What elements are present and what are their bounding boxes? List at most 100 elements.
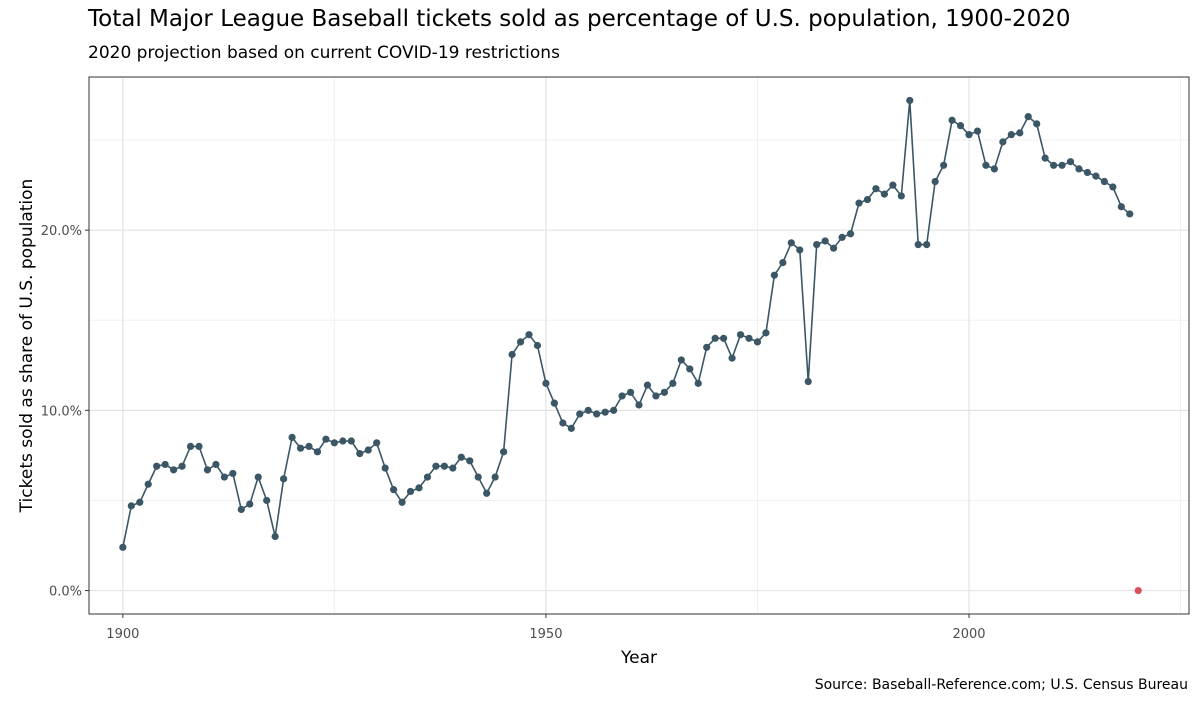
data-point — [500, 448, 508, 456]
data-point — [415, 484, 423, 492]
data-point — [897, 192, 905, 200]
data-point — [161, 460, 169, 469]
data-point — [347, 437, 355, 445]
data-point — [914, 240, 922, 249]
data-point — [982, 161, 990, 169]
data-point — [576, 410, 584, 418]
x-tick-label: 2000 — [952, 627, 985, 642]
data-point — [212, 460, 220, 469]
data-point — [381, 464, 389, 472]
data-point — [601, 408, 609, 416]
data-point — [246, 500, 254, 508]
data-point — [1024, 113, 1032, 121]
data-point — [313, 448, 322, 456]
data-point — [254, 473, 262, 481]
data-point — [432, 462, 440, 470]
data-point — [872, 185, 880, 193]
y-axis-title: Tickets sold as share of U.S. population — [17, 179, 37, 514]
data-point — [398, 498, 406, 506]
chart-title: Total Major League Baseball tickets sold… — [88, 6, 1071, 32]
data-point — [339, 437, 347, 445]
data-point — [356, 450, 364, 458]
data-point — [931, 177, 939, 186]
data-point — [322, 435, 330, 443]
x-axis-title: Year — [620, 648, 657, 668]
data-point — [195, 442, 203, 451]
data-point — [821, 237, 829, 245]
data-point — [263, 496, 271, 505]
data-point — [127, 502, 135, 510]
chart-subtitle: 2020 projection based on current COVID-1… — [88, 43, 560, 63]
data-point — [1041, 154, 1049, 162]
data-point — [753, 338, 762, 346]
data-point — [643, 381, 652, 389]
data-point — [1100, 177, 1108, 186]
data-point — [880, 190, 888, 198]
data-point — [711, 334, 719, 342]
data-point — [406, 487, 415, 496]
chart-caption: Source: Baseball-Reference.com; U.S. Cen… — [814, 677, 1188, 693]
data-point — [686, 365, 694, 373]
data-point — [466, 457, 474, 465]
data-point — [635, 401, 643, 409]
data-point — [1016, 129, 1024, 137]
data-point — [703, 343, 711, 351]
data-point — [999, 138, 1007, 146]
data-point — [677, 356, 685, 364]
data-point — [618, 392, 626, 400]
y-tick-label: 20.0% — [41, 224, 82, 239]
series-line — [122, 99, 1131, 548]
data-point — [186, 442, 195, 451]
panel-border — [88, 76, 1190, 615]
series-layer — [119, 96, 1142, 595]
data-point — [280, 475, 288, 483]
data-point — [1109, 183, 1117, 191]
data-point — [736, 331, 745, 339]
data-point — [550, 399, 558, 407]
data-point — [796, 246, 804, 254]
data-point — [745, 334, 753, 342]
data-point — [423, 473, 432, 481]
data-point — [1126, 210, 1134, 218]
data-point — [1083, 168, 1092, 177]
data-point — [457, 453, 465, 461]
x-axis-ticks: 1900 1950 2000 — [106, 614, 986, 642]
data-point — [846, 230, 855, 238]
data-point — [838, 233, 846, 241]
data-point — [1058, 161, 1066, 169]
data-point — [660, 388, 668, 396]
data-point — [483, 489, 491, 497]
data-point — [237, 505, 245, 514]
grid-major — [89, 77, 1189, 614]
data-point — [584, 406, 592, 414]
data-point — [153, 462, 161, 470]
data-point — [525, 331, 533, 339]
data-point — [669, 379, 677, 387]
data-point — [626, 388, 635, 396]
x-tick-label: 1900 — [106, 627, 139, 642]
data-point — [144, 480, 152, 488]
data-point — [813, 240, 821, 249]
data-point — [889, 181, 897, 189]
data-point — [956, 122, 965, 130]
data-point — [516, 338, 525, 346]
data-point — [542, 379, 550, 387]
data-point — [1050, 161, 1058, 169]
data-point — [830, 244, 838, 252]
data-point — [305, 442, 313, 451]
data-point — [220, 473, 228, 481]
data-point — [136, 498, 144, 506]
data-point — [508, 350, 516, 359]
data-point — [948, 116, 956, 124]
data-point — [762, 329, 770, 337]
data-point — [373, 439, 381, 447]
data-point — [271, 532, 279, 541]
x-tick-label: 1950 — [529, 627, 562, 642]
data-point — [863, 195, 872, 204]
data-point — [119, 543, 127, 551]
data-point — [330, 439, 338, 447]
data-point — [559, 419, 567, 427]
data-point — [593, 410, 601, 418]
data-point — [178, 462, 186, 470]
